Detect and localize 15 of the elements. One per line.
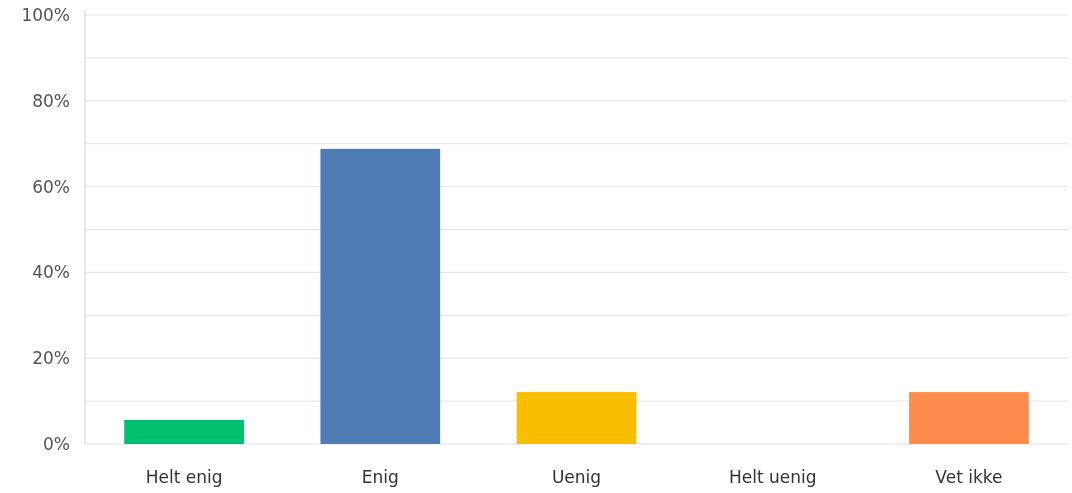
x-tick-label: Vet ikke (935, 467, 1003, 487)
y-tick-label: 20% (32, 348, 70, 369)
y-tick-label: 60% (32, 176, 70, 197)
y-tick-label: 40% (32, 262, 70, 283)
y-tick-label: 80% (32, 90, 70, 111)
bar (909, 392, 1029, 444)
x-tick-label: Helt enig (145, 467, 223, 487)
x-tick-label: Uenig (551, 467, 602, 487)
y-tick-label: 0% (43, 433, 70, 454)
bar (124, 419, 244, 444)
bar (516, 392, 637, 444)
x-tick-label: Helt uenig (728, 467, 817, 487)
bar (320, 148, 441, 444)
x-tick-label: Enig (361, 467, 399, 487)
y-tick-label: 100% (21, 4, 70, 25)
